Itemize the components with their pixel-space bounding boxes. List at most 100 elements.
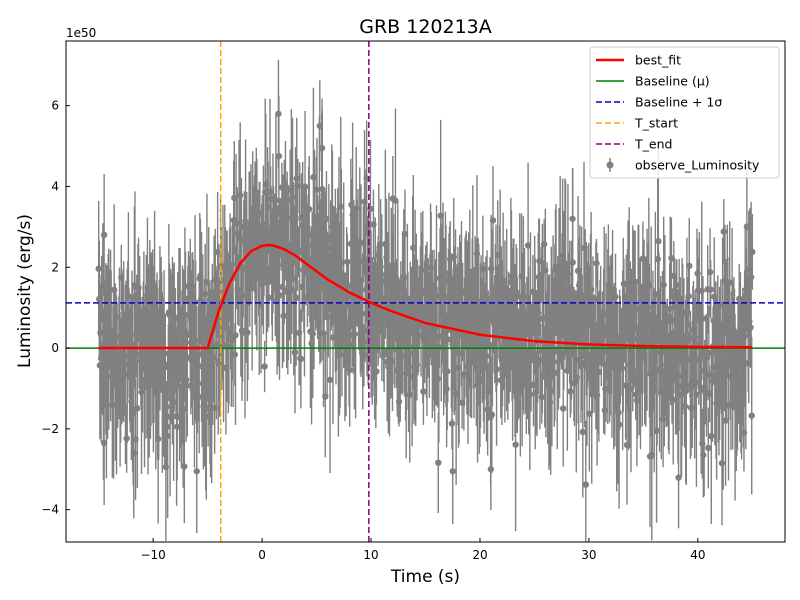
observation-point: [675, 474, 682, 481]
legend-label: best_fit: [635, 53, 681, 68]
observation-point: [344, 258, 351, 265]
legend-label: observe_Luminosity: [635, 158, 760, 173]
observation-point: [434, 375, 441, 383]
observation-point: [342, 303, 349, 310]
observation-point: [708, 433, 715, 440]
observation-point: [722, 417, 729, 424]
observation-point: [261, 363, 268, 370]
y-tick-label: 6: [51, 99, 59, 113]
x-axis-label: Time (s): [390, 567, 460, 587]
observation-point: [595, 368, 603, 376]
y-offset-label: 1e50: [66, 26, 96, 40]
legend-label: Baseline + 1σ: [635, 95, 722, 110]
observation-point: [668, 255, 675, 262]
observation-point: [743, 223, 751, 231]
observation-point: [326, 376, 334, 384]
observation-point: [306, 205, 313, 213]
observation-point: [559, 405, 567, 412]
observation-point: [579, 428, 587, 436]
observation-point: [487, 466, 495, 473]
y-tick-label: 2: [51, 260, 59, 274]
observation-point: [674, 372, 682, 380]
observation-point: [242, 218, 249, 226]
best-fit-curve: [98, 243, 753, 350]
y-axis: −4 −2 0 2 4 6: [41, 99, 70, 517]
observation-point: [209, 354, 217, 361]
observation-point: [356, 257, 363, 265]
observation-point: [401, 230, 409, 238]
observation-point: [700, 451, 707, 459]
observation-point: [173, 423, 181, 430]
legend-item: Baseline (μ): [596, 74, 710, 89]
observation-point: [109, 401, 116, 409]
x-tick-label: 20: [472, 548, 487, 562]
observation-point: [265, 294, 272, 301]
observation-point: [297, 355, 305, 363]
legend-item: best_fit: [596, 53, 681, 68]
observation-point: [686, 262, 693, 270]
legend-item: observe_Luminosity: [606, 158, 760, 173]
observation-point: [346, 366, 353, 374]
observation-point: [707, 286, 714, 293]
observation-point: [512, 441, 519, 448]
observation-point: [435, 459, 442, 466]
observation-point: [164, 432, 171, 440]
observation-point: [448, 420, 456, 427]
observation-point: [232, 332, 239, 339]
observation-point: [705, 349, 713, 357]
observation-point: [699, 315, 707, 322]
observation-point: [449, 468, 456, 475]
observation-series: [95, 59, 756, 542]
observation-point: [291, 349, 299, 356]
observation-point: [323, 313, 331, 321]
legend: best_fit Baseline (μ) Baseline + 1σ T_start…: [589, 46, 780, 179]
observation-point: [220, 364, 227, 371]
y-tick-label: 4: [51, 179, 59, 193]
observation-point: [659, 415, 667, 423]
observation-point: [248, 284, 256, 292]
observation-point: [420, 388, 427, 395]
observation-point: [670, 396, 677, 403]
observation-point: [747, 273, 755, 281]
x-tick-label: 0: [258, 548, 266, 562]
observation-point: [293, 175, 300, 182]
y-axis-label: Luminosity (erg/s): [15, 214, 35, 368]
observation-point: [749, 248, 756, 256]
observation-point: [720, 228, 727, 235]
observation-point: [655, 238, 662, 245]
legend-marker: [606, 161, 614, 169]
observation-point: [586, 410, 593, 417]
observation-point: [389, 195, 397, 202]
observation-point: [524, 242, 532, 249]
observation-point: [489, 217, 497, 224]
observation-point: [301, 183, 309, 190]
x-tick-label: 30: [581, 548, 596, 562]
x-axis: −10 0 10 20 30 40: [140, 538, 705, 562]
observation-point: [660, 281, 667, 289]
observation-point: [309, 330, 316, 337]
observation-point: [631, 278, 639, 285]
legend-item: Baseline + 1σ: [596, 95, 722, 110]
observation-point: [693, 391, 700, 398]
legend-item: T_end: [596, 137, 672, 152]
observation-point: [569, 215, 576, 222]
observation-point: [100, 231, 108, 239]
observation-point: [318, 144, 326, 152]
legend-label: Baseline (μ): [635, 74, 710, 89]
observation-point: [192, 337, 199, 344]
observation-point: [100, 439, 108, 447]
observation-point: [276, 292, 283, 299]
legend-frame: [589, 46, 780, 179]
observation-point: [718, 459, 726, 467]
observation-point: [373, 368, 380, 375]
observation-point: [322, 393, 329, 400]
observation-point: [193, 468, 200, 475]
legend-label: T_start: [634, 116, 678, 131]
chart-title: GRB 120213A: [359, 16, 492, 38]
observation-point: [748, 412, 755, 419]
x-tick-label: 40: [690, 548, 705, 562]
observation-point: [310, 174, 317, 181]
plot-area-frame: [65, 40, 786, 543]
observation-point: [488, 411, 496, 418]
